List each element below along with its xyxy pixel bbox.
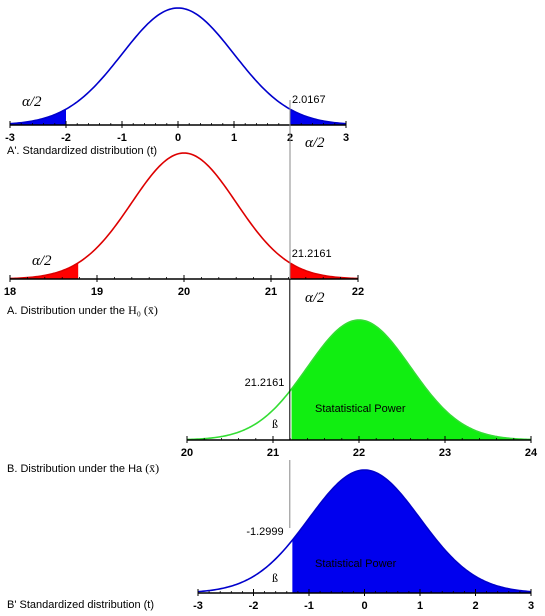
- right-tail-area: [289, 262, 358, 279]
- density-curve: [9, 152, 359, 280]
- statistical-power-label: Statatistical Power: [315, 403, 406, 415]
- cutoff-value-label: 2.0167: [292, 94, 326, 106]
- x-tick-label: -3: [193, 600, 203, 612]
- x-tick-label: 22: [352, 286, 364, 298]
- density-curve: [186, 319, 532, 441]
- x-tick-label: -1: [117, 132, 127, 144]
- left-tail-area: [10, 262, 79, 279]
- x-tick-label: 0: [175, 132, 181, 144]
- panel-caption: B' Standardized distribution (t): [7, 599, 154, 611]
- x-tick-label: 21: [265, 286, 277, 298]
- beta-label: ß: [272, 417, 278, 431]
- x-tick-label: 22: [353, 447, 365, 459]
- x-tick-label: 21: [267, 447, 279, 459]
- x-tick-label: -2: [61, 132, 71, 144]
- power-area: [292, 470, 531, 593]
- alpha-half-label-left: α/2: [32, 253, 52, 269]
- x-tick-label: 20: [181, 447, 193, 459]
- panel-b-prime-standardized-t: -3 -2 -1 0 1 2 3 -1.2999 ß Statistical Power B' St…: [7, 469, 534, 612]
- panel-caption: A'. Standardized distribution (t): [7, 145, 157, 157]
- density-curve: [197, 469, 532, 593]
- x-tick-label: 1: [417, 600, 423, 612]
- power-area: [291, 320, 531, 440]
- x-tick-label: 2: [472, 600, 478, 612]
- panel-caption: A. Distribution under the H₀ (x̄): [7, 303, 158, 317]
- right-tail-area: [290, 109, 346, 125]
- left-tail-area: [10, 109, 66, 125]
- x-tick-label: 18: [4, 286, 16, 298]
- cutoff-value-label: 21.2161: [245, 377, 285, 389]
- cutoff-value-label: 21.2161: [292, 248, 332, 260]
- x-tick-label: -2: [249, 600, 259, 612]
- alpha-half-label-right: α/2: [305, 135, 325, 151]
- alpha-half-label-right: α/2: [305, 290, 325, 306]
- x-tick-label: 23: [439, 447, 451, 459]
- cutoff-value-label: -1.2999: [246, 526, 283, 538]
- x-tick-label: 24: [525, 447, 538, 459]
- x-tick-label: -3: [5, 132, 15, 144]
- x-tick-label: 0: [361, 600, 367, 612]
- alpha-half-label-left: α/2: [22, 94, 42, 110]
- x-tick-label: 3: [343, 132, 349, 144]
- x-tick-label: 20: [178, 286, 190, 298]
- x-tick-label: 3: [528, 600, 534, 612]
- panel-b-ha-distribution: 20 21 22 23 24 21.2161 ß Statatistical Power B. …: [7, 319, 538, 475]
- panel-caption: B. Distribution under the Ha (x̄): [7, 461, 159, 475]
- panel-a-h0-distribution: 18 19 20 21 22 21.2161 α/2 α/2 A. Distribution u…: [4, 152, 364, 317]
- x-tick-label: 19: [91, 286, 103, 298]
- beta-label: ß: [272, 571, 278, 585]
- x-tick-label: 1: [231, 132, 237, 144]
- statistical-power-label: Statistical Power: [315, 558, 397, 570]
- density-curve: [9, 7, 347, 125]
- x-tick-label: -1: [304, 600, 314, 612]
